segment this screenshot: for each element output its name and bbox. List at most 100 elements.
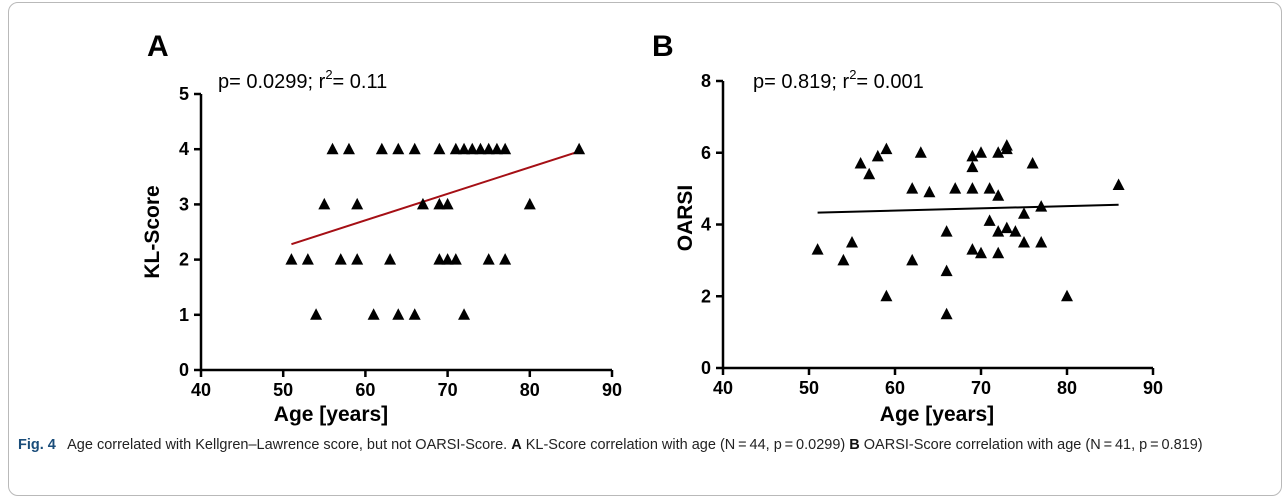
panel-a-data-point xyxy=(367,308,380,320)
panel-b-data-point xyxy=(880,289,893,302)
panel-b-data-point xyxy=(966,243,979,255)
panel-a-data-point xyxy=(318,197,331,210)
panel-a-data-point xyxy=(416,197,429,210)
panel-b-data-point xyxy=(1026,157,1039,169)
panel-b-data-point xyxy=(949,182,962,194)
panel-b-data-point xyxy=(1000,221,1013,234)
panel-a-data-point xyxy=(433,253,446,265)
panel-b-data-point xyxy=(1018,235,1030,248)
figure-number: Fig. 4 xyxy=(18,437,56,453)
panel-b-x-tick-label: 60 xyxy=(885,378,905,398)
panel-a-x-tick-label: 60 xyxy=(355,380,375,400)
panel-a-x-tick-label: 50 xyxy=(273,380,293,400)
panel-a-data-point xyxy=(441,197,454,210)
panel-a-y-tick-label: 0 xyxy=(179,360,189,380)
panel-b-data-point xyxy=(1112,178,1125,191)
panel-b-x-tick-label: 70 xyxy=(971,378,991,398)
panel-b-x-tick-label: 40 xyxy=(713,378,733,398)
panel-b-x-tick-label: 80 xyxy=(1057,378,1077,398)
panel-b-data-point xyxy=(966,160,979,173)
panel-a-data-point xyxy=(490,142,503,155)
panel-b-data-point xyxy=(1035,200,1048,212)
panel-b-y-tick-label: 0 xyxy=(701,358,711,378)
panel-a-data-point xyxy=(310,308,323,320)
panel-b-data-point xyxy=(880,142,893,155)
panel-b-regression-line xyxy=(817,203,1119,214)
panel-b-data-point xyxy=(1009,225,1022,237)
panel-b-data-point xyxy=(811,243,824,255)
panel-a-y-tick-label: 1 xyxy=(179,305,189,325)
panel-a-data-point xyxy=(334,253,347,265)
panel-a-data-point xyxy=(384,253,397,265)
panel-b-data-point xyxy=(966,149,979,162)
panel-a-y-tick-label: 2 xyxy=(179,250,189,270)
panel-b-data-point xyxy=(966,182,979,194)
panel-b-data-point xyxy=(992,189,1005,201)
panel-b-y-tick-label: 2 xyxy=(701,286,711,306)
panel-b-data-point xyxy=(975,246,987,259)
caption-intro: Age correlated with Kellgren–Lawrence sc… xyxy=(67,437,508,453)
figure-caption: Fig. 4 Age correlated with Kellgren–Lawr… xyxy=(18,434,1268,456)
panel-a-x-tick-label: 40 xyxy=(191,380,211,400)
panel-a-data-point xyxy=(474,142,487,155)
panel-b-data-point xyxy=(992,146,1005,158)
panel-b-x-tick-label: 50 xyxy=(799,378,819,398)
panel-b-stats: p= 0.819; r2= 0.001 xyxy=(753,67,924,93)
panel-a-data-point xyxy=(351,197,364,210)
panel-b-data-point xyxy=(854,157,867,169)
panel-a-x-axis-title: Age [years] xyxy=(274,403,388,426)
panel-a-data-point xyxy=(326,142,339,155)
figure-charts: A p= 0.0299; r2= 0.11 Age [years] KL-Sco… xyxy=(141,30,1163,426)
panel-a-regression-line xyxy=(291,150,580,246)
panel-a-data-point xyxy=(342,142,355,155)
panel-b-data-point xyxy=(923,185,936,198)
panel-b-data-point xyxy=(992,225,1005,237)
panel-a-data-point xyxy=(351,253,364,265)
panel-b-data-point xyxy=(837,253,850,266)
panel-a-data-point xyxy=(499,253,512,265)
caption-marker-a: A xyxy=(511,437,522,453)
panel-a-data-point xyxy=(441,253,454,265)
panel-b-data-point xyxy=(906,253,919,266)
panel-a-data-point xyxy=(392,308,405,320)
panel-a-data-point xyxy=(301,253,314,265)
panel-b-y-tick-label: 8 xyxy=(701,71,711,91)
panel-a-y-tick-label: 3 xyxy=(179,194,189,214)
panel-b-data-point xyxy=(863,167,876,180)
panel-b-data-point xyxy=(914,146,927,158)
panel-b-y-tick-label: 4 xyxy=(701,215,711,235)
panel-a: A p= 0.0299; r2= 0.11 Age [years] KL-Sco… xyxy=(141,30,622,426)
panel-b-data-point xyxy=(906,182,919,194)
caption-panel-a-text: KL-Score correlation with age (N = 44, p… xyxy=(525,437,846,453)
panel-b-data-point xyxy=(871,149,884,162)
panel-b-letter: B xyxy=(652,30,674,63)
panel-a-data-point xyxy=(375,142,388,155)
panel-a-data-point xyxy=(458,142,471,155)
panel-b-data-point xyxy=(975,146,987,158)
panel-b-data-point xyxy=(846,235,858,248)
panel-b-data-point xyxy=(983,182,996,194)
caption-marker-b: B xyxy=(849,437,860,453)
panel-a-data-point xyxy=(285,253,298,265)
panel-b-data-point xyxy=(940,264,953,277)
panel-a-data-point xyxy=(392,142,405,155)
figure-frame xyxy=(8,2,1282,496)
panel-a-data-point xyxy=(482,142,495,155)
panel-a-letter: A xyxy=(147,30,169,63)
panel-a-y-axis-title: KL-Score xyxy=(141,185,164,278)
panel-a-data-point xyxy=(433,142,446,155)
panel-a-data-point xyxy=(433,197,446,210)
panel-b-x-axis-title: Age [years] xyxy=(880,403,994,426)
panel-a-data-point xyxy=(449,142,462,155)
panel-b-data-point xyxy=(1018,207,1030,219)
panel-b-data-point xyxy=(983,214,996,226)
panel-a-x-tick-label: 70 xyxy=(438,380,458,400)
panel-b-data-point xyxy=(992,246,1005,259)
panel-b-data-point xyxy=(940,307,953,320)
panel-a-data-point xyxy=(466,142,479,155)
panel-a-data-point xyxy=(523,197,536,210)
panel-a-x-tick-label: 80 xyxy=(520,380,540,400)
panel-a-x-tick-label: 90 xyxy=(602,380,622,400)
panel-a-data-point xyxy=(573,142,586,155)
panel-a-y-tick-label: 5 xyxy=(179,84,189,104)
